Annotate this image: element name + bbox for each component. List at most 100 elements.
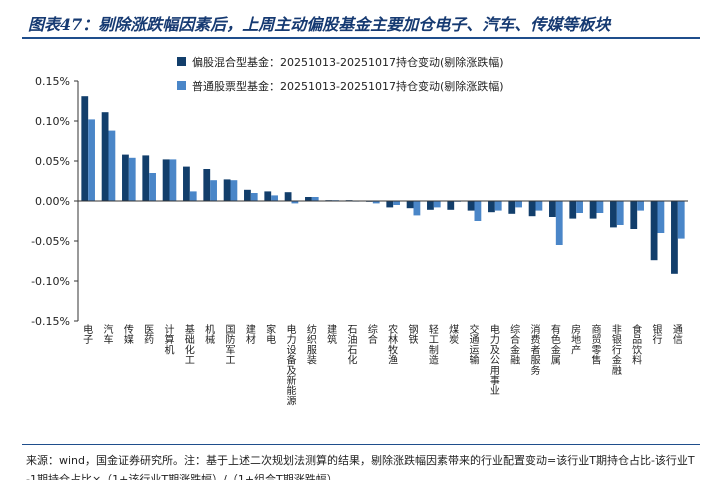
bar-s2 [515,201,522,208]
category-label: 纺织服装 [307,323,317,367]
bar-s2 [413,201,421,216]
bar-s2 [393,201,400,205]
bar-s2 [576,201,583,213]
bar-s2 [230,180,238,201]
source-divider [22,444,700,445]
y-tick-label: 0.05% [35,155,70,168]
bar-s2 [88,119,95,201]
bar-s2 [433,201,441,208]
category-label: 商贸零售 [592,323,602,367]
bar-s1 [406,201,414,209]
bar-s1 [671,201,678,274]
category-label: 综合金融 [510,323,520,367]
category-label: 家电 [266,323,276,346]
bar-s2 [657,201,665,233]
bar-s1 [244,189,251,201]
bar-s2 [311,197,319,201]
y-axis: -0.15% -0.10% -0.05% 0.00% 0.05% 0.10% 0.15% [31,75,79,328]
bar-s1 [101,112,109,201]
legend-label-2: 普通股票型基金：20251013-20251017持仓变动(剔除涨跌幅) [192,79,504,93]
bar-s2 [108,130,116,201]
category-label: 国防军工 [226,324,236,367]
bar-s1 [630,201,638,229]
category-label: 煤炭 [449,323,459,346]
bar-s2 [372,201,380,204]
bar-s1 [650,201,658,261]
category-label: 电力及公用事业 [490,323,500,397]
bar-s2 [128,157,136,201]
bar-s2 [555,201,563,245]
bar-s2 [474,201,482,221]
bar-s1 [183,166,190,201]
bar-s1 [223,179,231,201]
bar-s2 [616,201,624,225]
bar-s1 [305,197,312,201]
category-label: 钢铁 [409,323,419,346]
category-label: 电力设备及新能源 [287,323,297,407]
legend: 偏股混合型基金：20251013-20251017持仓变动(剔除涨跌幅) 普通股票… [177,55,504,93]
y-tick-label: 0.00% [35,195,70,208]
category-label: 基础化工 [185,323,195,367]
bar-s1 [488,201,495,213]
legend-label-1: 偏股混合型基金：20251013-20251017持仓变动(剔除涨跌幅) [192,55,504,69]
y-tick-label: -0.15% [31,315,70,328]
bar-s1 [386,201,394,208]
category-label: 建筑 [327,323,337,346]
category-label: 传媒 [124,324,134,346]
y-tick-label: 0.15% [35,75,70,88]
category-label: 综合 [368,323,378,346]
bar-s1 [284,192,292,201]
category-label: 轻工制造 [429,323,439,367]
bar-s1 [569,201,577,219]
bar-s1 [142,155,150,201]
bar-s1 [610,201,617,228]
bar-s2 [149,173,156,201]
bar-s2 [291,201,299,204]
category-label: 消费者服务 [531,323,541,377]
bar-s1 [528,201,536,217]
y-tick-label: -0.05% [31,235,70,248]
bar-s2 [494,201,502,211]
bar-s2 [189,191,197,201]
category-label: 有色金属 [551,323,561,367]
category-label: 机械 [205,323,215,346]
category-label: 农林牧渔 [388,323,398,367]
category-label: 电子 [83,323,93,346]
bar-s1 [162,159,170,201]
bar-s2 [535,201,543,211]
bar-s1 [467,201,475,211]
category-label: 汽车 [104,323,114,346]
category-label: 房地产 [571,323,581,356]
category-label: 食品饮料 [632,323,642,367]
category-label: 计算机 [165,323,175,356]
legend-swatch-1 [177,57,186,66]
y-tick-label: -0.10% [31,275,70,288]
bar-s2 [596,201,604,213]
category-label: 交通运输 [470,323,480,367]
bars [81,96,685,274]
category-label: 银行 [653,323,663,346]
chart-title: 图表47：剔除涨跌幅因素后，上周主动偏股基金主要加仓电子、汽车、传媒等板块 [28,15,611,34]
bar-s2 [677,201,685,239]
y-tick-label: 0.10% [35,115,70,128]
bar-s2 [169,159,177,201]
bar-s1 [122,154,129,201]
bar-s2 [637,201,644,211]
bar-s1 [427,201,434,210]
category-label: 石油石化 [348,325,358,367]
bar-s1 [589,201,597,219]
bar-s1 [447,201,455,210]
bar-s1 [264,191,272,201]
bar-s1 [203,169,211,201]
category-label: 建材 [246,323,256,346]
category-label: 通信 [673,324,683,346]
source-note: 来源：wind，国金证券研究所。注：基于上述二次规划法测算的结果，剔除涨跌幅因素… [26,454,695,480]
bar-s1 [549,201,556,217]
title-divider [22,37,700,39]
legend-swatch-2 [177,81,186,90]
category-label: 非银行金融 [612,324,622,377]
bar-s1 [81,96,89,201]
bar-s2 [210,180,217,201]
bar-s2 [271,195,278,201]
